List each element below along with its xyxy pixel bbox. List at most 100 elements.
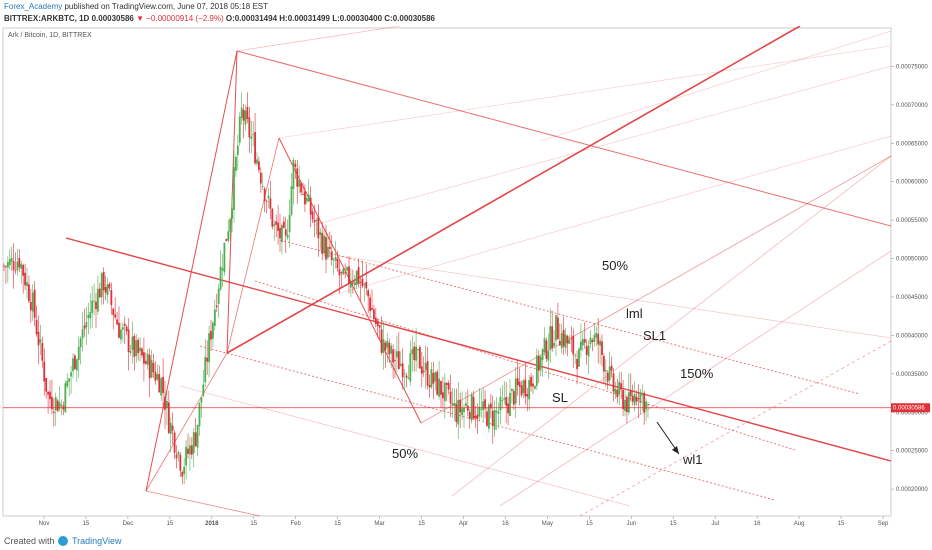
candle-body — [305, 197, 308, 202]
price-chart[interactable]: 0.00020000 0.00025000 0.00030000 0.00035000… — [0, 26, 932, 532]
candle-body — [528, 380, 531, 400]
candle-body — [447, 382, 450, 390]
candle-body — [238, 116, 241, 143]
candle-body — [589, 337, 592, 344]
candle-body — [110, 290, 113, 306]
candle-body — [451, 403, 454, 406]
candle-body — [64, 383, 67, 413]
pitchfork-line — [236, 50, 892, 227]
candle-body — [392, 349, 394, 363]
candle-body — [520, 385, 523, 396]
candle-body — [187, 448, 189, 454]
time-axis[interactable]: Nov 15 Dec 15 2018 15 Feb 15 Mar 15 Apr 16 May 15 Jun 1… — [39, 516, 889, 527]
candle-body — [353, 282, 356, 286]
candle-body — [160, 378, 163, 396]
candle-body — [558, 340, 561, 346]
candle-body — [440, 380, 442, 395]
candle-body — [419, 347, 421, 369]
candle-body — [177, 452, 180, 455]
candle-body — [300, 183, 302, 193]
candle-body — [91, 300, 94, 313]
high-value: H:0.00031499 — [279, 14, 330, 23]
price-axis[interactable]: 0.00020000 0.00025000 0.00030000 0.00035000… — [891, 64, 928, 493]
candle-body — [127, 329, 130, 352]
candle-body — [443, 382, 446, 402]
candle-body — [639, 391, 642, 403]
candle-body — [108, 283, 111, 289]
candle-body — [246, 106, 249, 120]
candle-body — [231, 208, 233, 219]
candle-body — [317, 216, 320, 239]
candle-body — [373, 309, 375, 319]
candle-body — [361, 278, 364, 287]
symbol-label: BITTREX:ARKBTC, 1D — [4, 14, 90, 23]
candle-body — [434, 372, 437, 382]
candle-body — [150, 360, 153, 378]
candle-body — [51, 396, 53, 410]
candle-body — [495, 410, 498, 413]
candle-body — [633, 394, 636, 405]
candle-body — [330, 251, 333, 261]
tradingview-logo-icon — [58, 536, 68, 546]
candle-body — [382, 339, 385, 353]
candle-body — [31, 292, 34, 312]
candle-body — [516, 378, 519, 386]
candle-body — [403, 373, 406, 375]
candle-body — [497, 411, 500, 414]
candle-body — [438, 378, 440, 397]
candle-body — [480, 408, 483, 410]
candle-body — [252, 134, 255, 136]
candle-body — [637, 398, 640, 400]
candle-body — [643, 392, 646, 413]
candle-body — [455, 404, 458, 423]
candle-body — [307, 194, 310, 202]
chart-footer: Created with TradingView — [0, 532, 932, 550]
candle-body — [359, 282, 362, 283]
candle-body — [198, 402, 201, 427]
y-tick-label: 0.00040000 — [896, 333, 928, 339]
x-tick-label: Dec — [123, 521, 134, 527]
x-tick-label: Apr — [459, 521, 468, 527]
candle-body — [346, 267, 348, 271]
candle-body — [190, 445, 193, 455]
candle-body — [143, 352, 145, 364]
candle-body — [154, 372, 157, 381]
candle-body — [635, 396, 638, 402]
candle-body — [112, 308, 115, 315]
candle-body — [221, 268, 224, 271]
candle-body — [269, 198, 272, 209]
candle-body — [45, 377, 48, 392]
candle-body — [562, 329, 565, 347]
candle-body — [507, 403, 509, 414]
candle-body — [77, 346, 80, 361]
candle-body — [3, 265, 5, 267]
candle-body — [442, 392, 444, 399]
candle-body — [5, 266, 7, 268]
candle-body — [68, 378, 71, 382]
author-link[interactable]: Forex_Academy — [4, 2, 63, 11]
candle-body — [560, 333, 563, 349]
candlesticks — [3, 92, 649, 485]
candle-body — [474, 415, 477, 419]
candle-body — [585, 346, 588, 355]
candle-body — [194, 432, 197, 446]
candle-body — [41, 342, 44, 361]
candle-body — [275, 221, 278, 225]
candle-body — [614, 388, 617, 395]
candle-body — [204, 356, 207, 383]
candle-body — [564, 334, 567, 348]
tradingview-brand-link[interactable]: TradingView — [72, 536, 122, 546]
candle-body — [250, 136, 253, 139]
candle-body — [206, 357, 209, 362]
candle-body — [576, 359, 578, 369]
candle-body — [436, 371, 439, 395]
x-tick-label: Jul — [711, 521, 719, 527]
candle-body — [376, 320, 379, 327]
candle-body — [258, 161, 260, 171]
candle-body — [240, 107, 243, 119]
candle-body — [104, 286, 107, 293]
pitchfork-line — [145, 490, 261, 517]
candle-body — [430, 369, 433, 388]
candle-body — [54, 396, 57, 411]
candle-body — [89, 312, 92, 319]
